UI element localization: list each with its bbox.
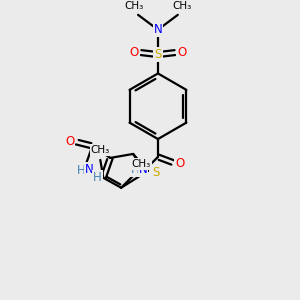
Text: O: O: [177, 46, 186, 59]
Text: CH₃: CH₃: [124, 1, 144, 11]
Text: CH₃: CH₃: [172, 1, 191, 11]
Text: CH₃: CH₃: [91, 145, 110, 155]
Text: N: N: [85, 163, 94, 176]
Text: N: N: [139, 163, 147, 176]
Text: H: H: [131, 163, 140, 176]
Text: S: S: [152, 166, 160, 179]
Text: O: O: [175, 158, 184, 170]
Text: H: H: [77, 164, 86, 177]
Text: CH₃: CH₃: [131, 159, 151, 169]
Text: N: N: [154, 23, 162, 36]
Text: O: O: [130, 46, 139, 59]
Text: O: O: [65, 134, 74, 148]
Text: H: H: [93, 171, 102, 184]
Text: S: S: [154, 48, 162, 61]
